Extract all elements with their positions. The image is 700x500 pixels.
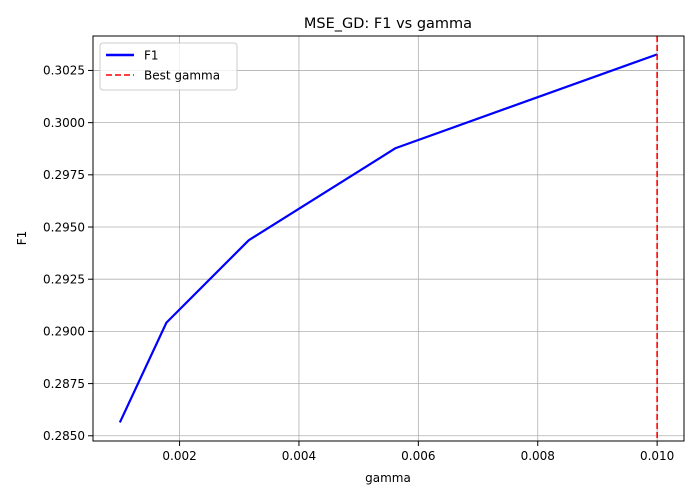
legend-label-best-gamma: Best gamma	[144, 69, 220, 83]
x-tick-label: 0.010	[640, 449, 674, 463]
plot-frame	[92, 35, 685, 442]
x-tick-label: 0.002	[162, 449, 196, 463]
y-tick-label: 0.3025	[43, 64, 85, 78]
x-tick-label: 0.006	[401, 449, 435, 463]
x-tick-label: 0.008	[521, 449, 555, 463]
legend-label-f1: F1	[144, 49, 159, 63]
series-line-f1	[118, 53, 658, 423]
chart-title: MSE_GD: F1 vs gamma	[304, 16, 472, 32]
y-tick-label: 0.2950	[43, 220, 85, 234]
plot-area	[118, 36, 658, 441]
grid-lines	[93, 36, 684, 441]
y-axis-label: F1	[15, 231, 29, 246]
y-tick-label: 0.2975	[43, 168, 85, 182]
x-axis-label: gamma	[365, 471, 411, 485]
legend: F1 Best gamma	[99, 42, 238, 91]
x-axis-ticks: 0.002 0.004 0.006 0.008 0.010	[162, 441, 674, 463]
y-tick-label: 0.2875	[43, 377, 85, 391]
y-tick-label: 0.3000	[43, 116, 85, 130]
y-tick-label: 0.2900	[43, 325, 85, 339]
y-axis-ticks: 0.2850 0.2875 0.2900 0.2925 0.2950 0.2975 0.30…	[43, 64, 93, 443]
y-tick-label: 0.2925	[43, 273, 85, 287]
legend-box	[99, 42, 238, 91]
x-tick-label: 0.004	[282, 449, 316, 463]
y-tick-label: 0.2850	[43, 429, 85, 443]
